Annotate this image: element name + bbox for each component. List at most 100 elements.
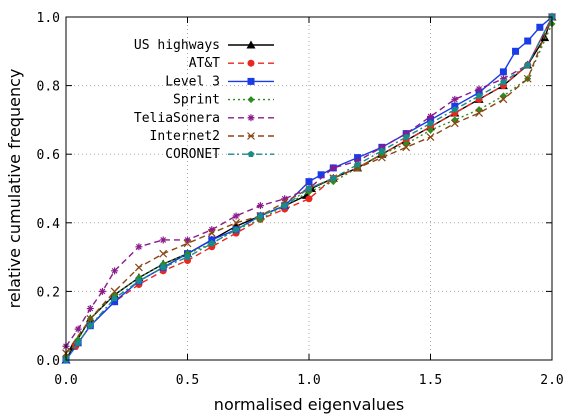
data-point (135, 277, 143, 284)
data-point (499, 95, 508, 104)
data-point (512, 47, 520, 55)
data-point (184, 236, 191, 244)
y-tick-label: 0.0 (37, 354, 60, 369)
data-point (159, 263, 167, 271)
x-tick-label: 0.5 (176, 373, 199, 388)
data-point (134, 263, 143, 272)
data-point (110, 287, 119, 296)
data-point (232, 218, 241, 227)
data-point (247, 150, 255, 157)
series-line (65, 16, 553, 361)
data-point (475, 106, 483, 114)
series-line (65, 23, 553, 358)
data-point (281, 202, 288, 209)
series-6 (62, 13, 556, 363)
data-point (523, 74, 532, 83)
y-tick-label: 0.2 (37, 285, 60, 300)
data-point (74, 325, 82, 333)
data-point (305, 195, 313, 203)
data-point (246, 40, 256, 49)
data-point (377, 153, 386, 162)
y-tick-label: 0.6 (37, 148, 60, 163)
legend-entry: Sprint (173, 93, 274, 108)
data-point (305, 178, 313, 186)
data-point (111, 267, 119, 275)
x-axis-title: normalised eigenvalues (214, 395, 404, 414)
data-point (159, 236, 167, 244)
series-line (65, 16, 553, 361)
data-point (111, 294, 118, 302)
data-point (257, 212, 264, 219)
data-point (86, 305, 94, 313)
data-point (98, 287, 106, 295)
data-point (208, 239, 216, 247)
data-point (281, 195, 289, 203)
series-line (65, 16, 553, 347)
data-point (232, 226, 240, 233)
legend-label: AT&T (189, 56, 220, 71)
data-point (427, 119, 434, 127)
data-point (524, 37, 532, 45)
data-point (536, 23, 544, 31)
data-point (451, 95, 459, 103)
data-point (500, 78, 507, 85)
data-point (247, 114, 255, 122)
y-tick-label: 0.4 (37, 217, 61, 232)
data-point (450, 119, 459, 128)
data-point (207, 229, 216, 238)
series-layer (61, 12, 557, 364)
ticks: 0.0 0.5 1.0 1.5 2.0 0.0 0.2 0.4 0.6 0.8 1.0 (37, 11, 564, 388)
data-point (499, 68, 507, 76)
data-point (330, 174, 337, 181)
legend-entry: CORONET (165, 147, 274, 162)
data-point (427, 126, 434, 134)
data-point (87, 322, 94, 329)
data-point (427, 112, 434, 120)
data-point (317, 171, 325, 179)
data-point (183, 239, 192, 248)
y-tick-label: 1.0 (37, 11, 60, 26)
x-tick-label: 2.0 (540, 373, 563, 388)
data-point (111, 298, 119, 306)
data-point (74, 339, 82, 346)
legend: US highways AT&T Level 3 Sprint TeliaSonera I… (134, 38, 274, 162)
data-point (329, 164, 337, 172)
y-tick-label: 0.8 (37, 80, 60, 95)
data-point (354, 161, 361, 168)
data-point (184, 253, 191, 260)
legend-label: US highways (134, 38, 220, 53)
data-point (475, 109, 484, 117)
data-point (378, 147, 386, 154)
data-point (135, 243, 143, 251)
legend-entry: TeliaSonera (134, 111, 274, 126)
legend-entry: Internet2 (150, 129, 274, 144)
data-point (247, 96, 255, 104)
data-point (475, 85, 483, 93)
legend-entry: AT&T (189, 56, 274, 71)
data-point (402, 143, 411, 152)
legend-label: Internet2 (150, 129, 220, 144)
data-point (232, 212, 240, 220)
data-point (208, 226, 216, 234)
data-point (475, 92, 483, 99)
data-point (247, 59, 255, 67)
legend-entry: Level 3 (165, 74, 274, 89)
data-point (524, 61, 531, 68)
x-tick-label: 1.0 (297, 373, 320, 388)
data-point (159, 249, 168, 258)
data-point (402, 133, 410, 140)
data-point (86, 314, 95, 323)
y-axis-title: relative cumulative frequency (5, 69, 24, 309)
data-point (305, 185, 313, 192)
legend-label: Level 3 (165, 74, 220, 89)
data-point (247, 77, 255, 85)
legend-label: Sprint (173, 93, 220, 108)
legend-label: TeliaSonera (134, 111, 220, 126)
x-tick-label: 0.0 (54, 373, 77, 388)
grid (66, 17, 552, 360)
legend-entry: US highways (134, 38, 274, 53)
legend-label: CORONET (165, 147, 220, 162)
x-tick-label: 1.5 (419, 373, 442, 388)
